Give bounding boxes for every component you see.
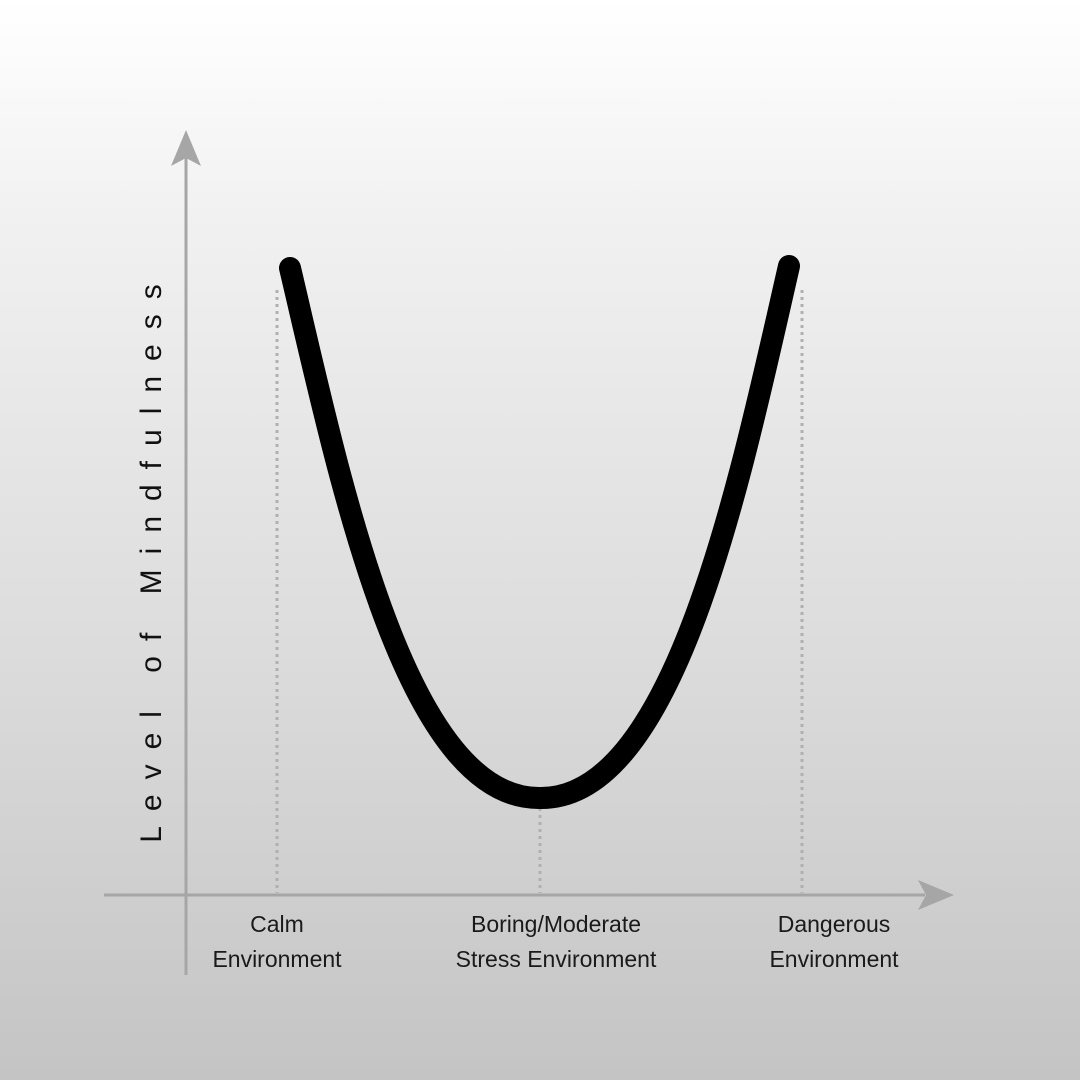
category-label-boring-moderate: Boring/Moderate Stress Environment — [456, 907, 657, 977]
category-label-line: Boring/Moderate — [470, 911, 642, 937]
category-label-dangerous: Dangerous Environment — [769, 907, 898, 977]
y-axis-arrowhead — [171, 130, 201, 166]
category-label-line: Dangerous — [777, 911, 891, 937]
y-axis-label: Level of Mindfulness — [135, 269, 168, 843]
category-label-line: Environment — [212, 946, 342, 972]
category-label-calm: Calm Environment — [212, 907, 341, 977]
mindfulness-curve — [279, 255, 800, 810]
x-axis-arrowhead — [918, 880, 954, 910]
category-label-line: Stress Environment — [455, 946, 657, 972]
category-label-line: Environment — [769, 946, 899, 972]
category-label-line: Calm — [250, 911, 304, 937]
